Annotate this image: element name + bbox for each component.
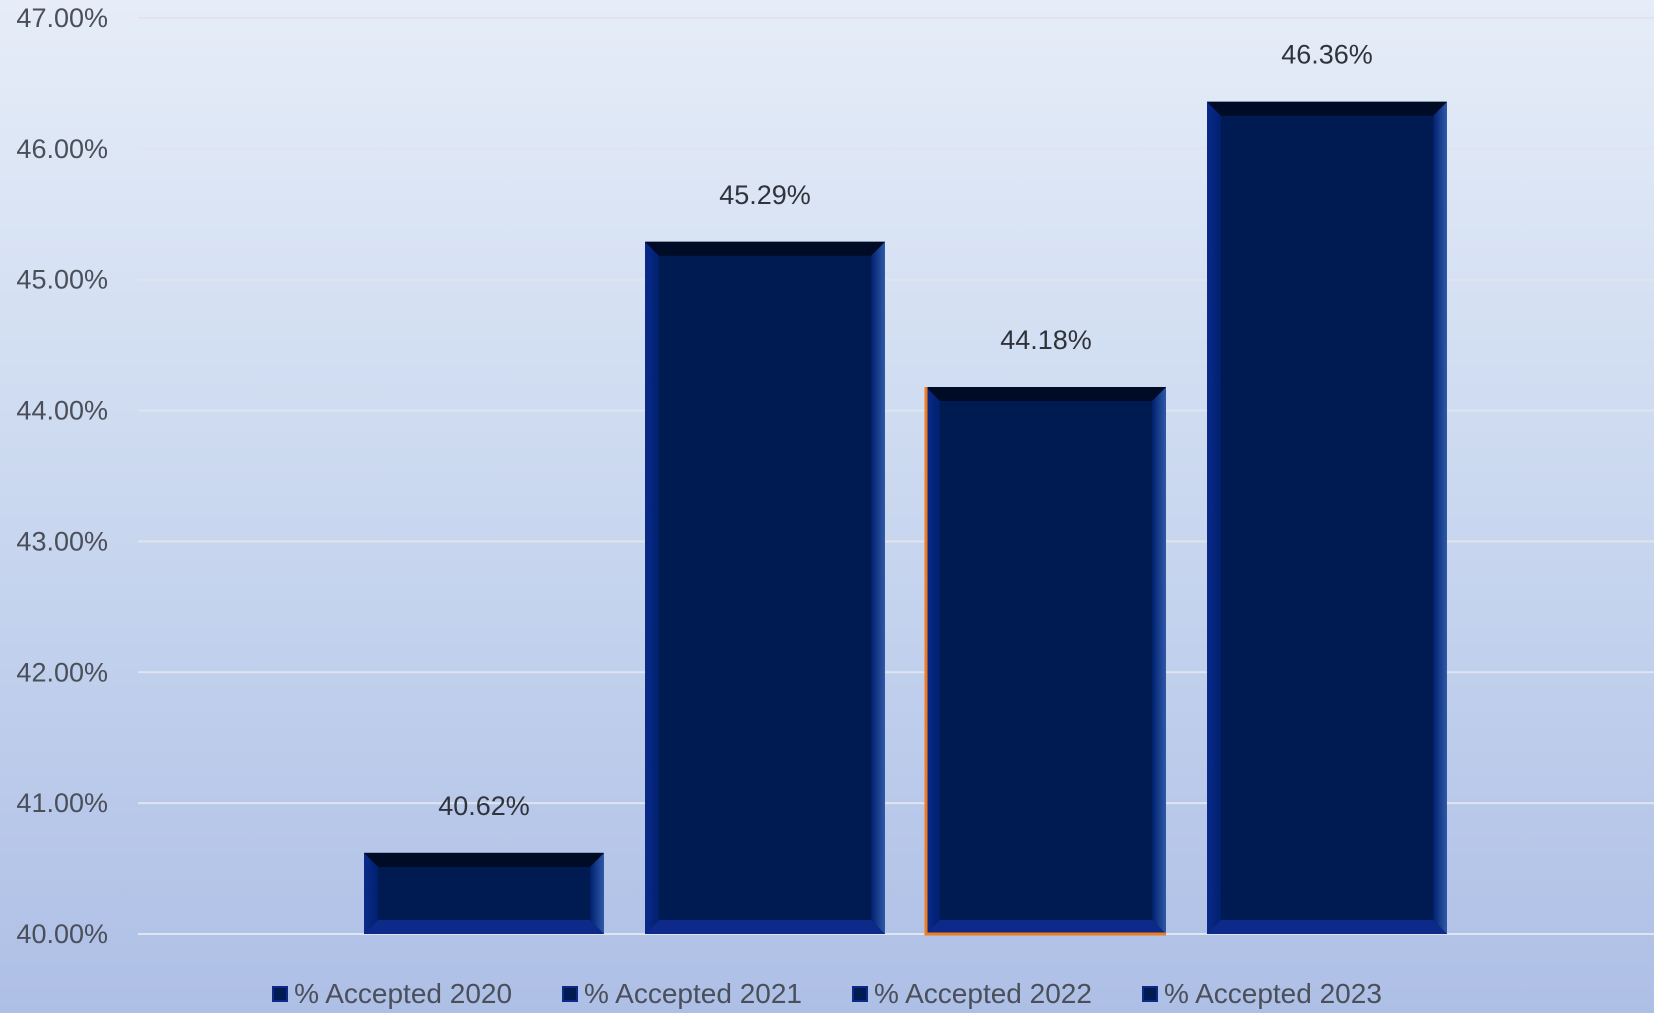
legend-item-2021: % Accepted 2021 [562, 978, 802, 1010]
bar-face [926, 387, 1166, 934]
bar-bevel-left [1207, 101, 1221, 934]
data-label-2020: 40.62% [438, 791, 530, 821]
bar-bevel-left [364, 852, 378, 934]
bar-bevel-bottom [1207, 920, 1447, 934]
bar-bevel-left [926, 387, 940, 934]
legend-label-2021: % Accepted 2021 [584, 978, 802, 1009]
legend-label-2023: % Accepted 2023 [1163, 978, 1382, 1009]
legend: % Accepted 2020 % Accepted 2021 % Accept… [0, 978, 1654, 1010]
bar-bevel-bottom [926, 920, 1166, 934]
bar-bevel-top [645, 241, 885, 256]
bar-bevel-right [590, 852, 604, 934]
legend-swatch-2020 [272, 986, 289, 1002]
y-tick-label: 43.00% [16, 526, 108, 556]
y-tick-label: 47.00% [16, 3, 108, 33]
legend-item-2023: % Accepted 2023 [1141, 978, 1382, 1010]
legend-swatch-2023 [1141, 986, 1158, 1002]
y-tick-label: 46.00% [16, 134, 108, 164]
bar-bevel-right [871, 241, 885, 934]
bar-selection-outline [924, 387, 1166, 936]
bars [364, 101, 1447, 936]
data-label-2022: 44.18% [1000, 325, 1092, 355]
y-axis-ticks: 40.00% 41.00% 42.00% 43.00% 44.00% 45.00% 46.0… [16, 3, 108, 949]
legend-label-2022: % Accepted 2022 [874, 978, 1092, 1009]
data-label-2023: 46.36% [1281, 40, 1373, 70]
bar-bevel-top [1207, 101, 1447, 116]
legend-item-2022: % Accepted 2022 [852, 978, 1092, 1010]
data-labels: 40.62% 45.29% 44.18% 46.36% [438, 40, 1373, 821]
y-tick-label: 44.00% [16, 396, 108, 426]
bar-2022 [924, 387, 1166, 936]
bar-bevel-right [1433, 101, 1447, 934]
bar-face [645, 241, 885, 934]
bar-2021 [645, 241, 885, 934]
bar-bevel-left [645, 241, 659, 934]
legend-label-2020: % Accepted 2020 [294, 978, 513, 1009]
bar-face [1207, 101, 1447, 934]
legend-swatch-2021 [562, 986, 579, 1002]
bar-bevel-right [1152, 387, 1166, 934]
y-tick-label: 41.00% [16, 788, 108, 818]
bar-bevel-top [926, 387, 1166, 402]
bar-2023 [1207, 101, 1447, 934]
data-label-2021: 45.29% [719, 180, 811, 210]
y-tick-label: 40.00% [16, 919, 108, 949]
bar-bevel-bottom [645, 920, 885, 934]
bar-bevel-top [364, 852, 604, 867]
legend-swatch-2022 [852, 986, 868, 1002]
legend-item-2020: % Accepted 2020 [272, 978, 512, 1010]
bar-bevel-bottom [364, 920, 604, 934]
y-tick-label: 45.00% [16, 265, 108, 295]
bar-2020 [364, 852, 604, 934]
gridlines [138, 17, 1654, 935]
y-tick-label: 42.00% [16, 657, 108, 687]
